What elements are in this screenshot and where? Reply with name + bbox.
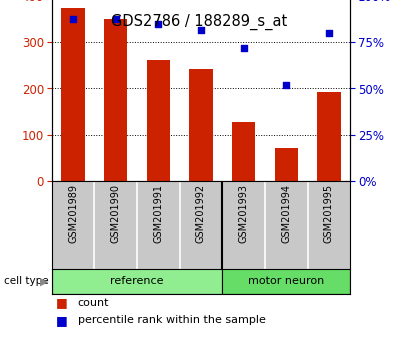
Bar — [61, 8, 85, 181]
Text: cell type: cell type — [4, 276, 49, 286]
Text: count: count — [78, 298, 109, 308]
Text: ▶: ▶ — [40, 276, 48, 286]
Text: GSM201994: GSM201994 — [281, 184, 291, 243]
Text: reference: reference — [110, 276, 164, 286]
Bar — [232, 122, 256, 181]
Point — [240, 45, 247, 51]
Bar — [104, 19, 127, 181]
Bar — [189, 69, 213, 181]
Text: ■: ■ — [56, 314, 68, 327]
Point — [155, 21, 162, 27]
Text: GSM201991: GSM201991 — [153, 184, 163, 243]
Bar — [317, 92, 341, 181]
Text: GSM201992: GSM201992 — [196, 184, 206, 243]
Point — [198, 27, 204, 33]
Text: GSM201990: GSM201990 — [111, 184, 121, 243]
Point — [326, 30, 332, 36]
Text: GDS2786 / 188289_s_at: GDS2786 / 188289_s_at — [111, 14, 287, 30]
Bar — [222, 269, 350, 294]
Text: percentile rank within the sample: percentile rank within the sample — [78, 315, 265, 325]
Point — [283, 82, 289, 88]
Text: motor neuron: motor neuron — [248, 276, 324, 286]
Text: GSM201989: GSM201989 — [68, 184, 78, 243]
Bar — [52, 269, 222, 294]
Point — [70, 16, 76, 21]
Bar — [275, 148, 298, 181]
Bar — [146, 59, 170, 181]
Point — [113, 16, 119, 21]
Text: GSM201995: GSM201995 — [324, 184, 334, 243]
Text: ■: ■ — [56, 296, 68, 309]
Text: GSM201993: GSM201993 — [239, 184, 249, 243]
